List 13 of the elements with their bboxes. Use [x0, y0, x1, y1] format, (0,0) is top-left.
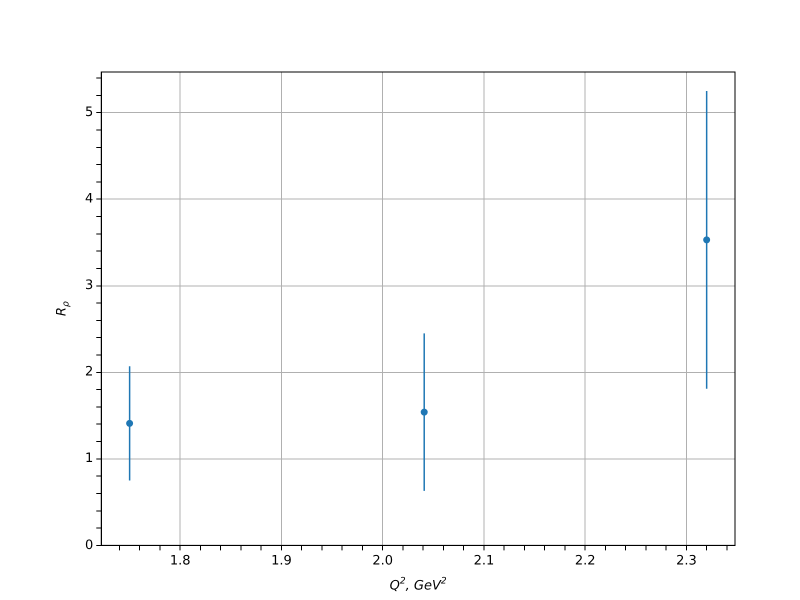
- x-tick-label: 1.9: [271, 554, 292, 569]
- y-tick-label: 3: [84, 278, 94, 294]
- x-tick-label: 2.3: [676, 554, 697, 569]
- x-tick-label: 2.0: [372, 554, 394, 569]
- x-tick-label: 2.1: [474, 554, 494, 569]
- y-tick-label: 1: [84, 451, 94, 466]
- y-tick-label: 5: [84, 105, 94, 120]
- y-tick-label: 2: [84, 364, 94, 380]
- y-tick-label: 4: [84, 192, 94, 207]
- x-tick-label: 1.8: [170, 554, 191, 569]
- y-tick-label: 0: [84, 538, 94, 553]
- x-tick-label: 2.2: [574, 554, 596, 569]
- y-axis-title: Rρ: [54, 301, 72, 316]
